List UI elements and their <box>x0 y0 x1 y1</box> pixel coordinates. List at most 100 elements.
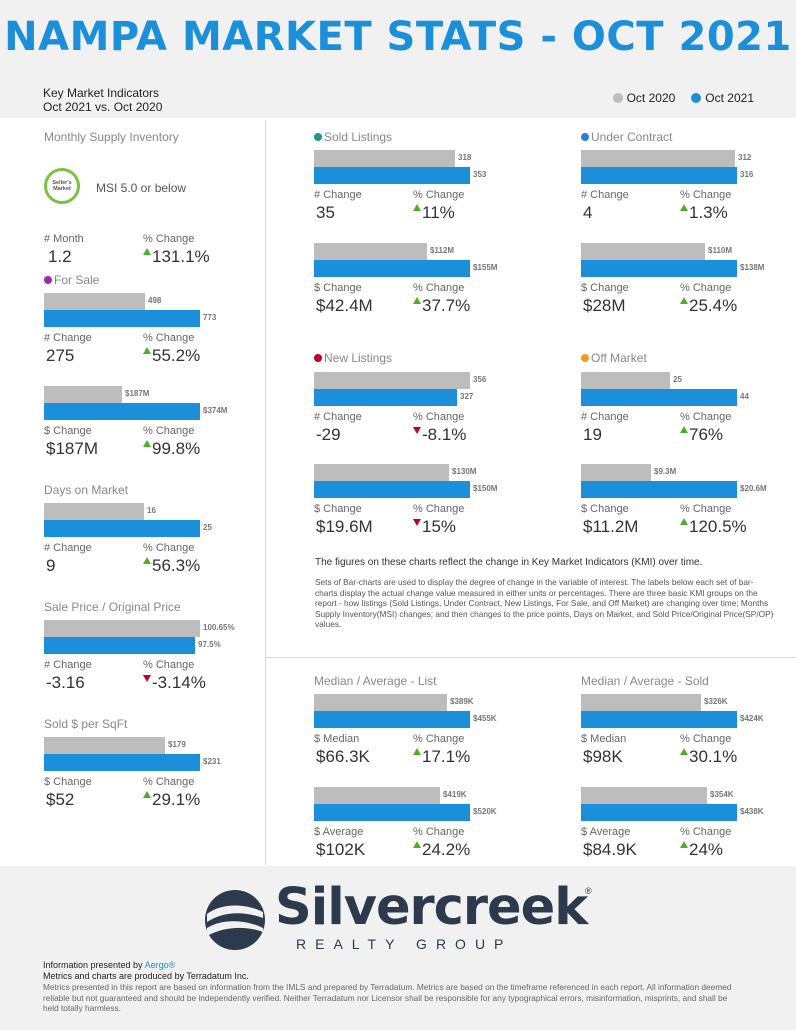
sold-title-text: Sold Listings <box>324 130 393 144</box>
change-label: $ Change <box>44 425 92 437</box>
sold-dot-icon <box>314 133 322 141</box>
arrow-up-icon <box>143 248 151 255</box>
bar-sqft-oct-2020 <box>44 737 165 754</box>
bar-label-om-vol-0: $9.3M <box>654 467 677 476</box>
logo-subtitle: REALTY GROUP <box>296 936 513 952</box>
pct-change-text: 24.2% <box>422 840 471 859</box>
pct-change-label: % Change <box>413 503 465 515</box>
bar-ms-avg-oct-2020 <box>581 787 707 804</box>
pct-change-label: % Change <box>143 425 195 437</box>
subtitle-line-2: Oct 2021 vs. Oct 2020 <box>43 100 163 114</box>
bar-label-sp-op-1: 97.5% <box>198 640 221 649</box>
pct-change-value: 11% <box>413 203 455 223</box>
pct-change-text: 17.1% <box>422 747 471 766</box>
legend-label: Oct 2021 <box>705 91 754 105</box>
change-label: $ Change <box>314 503 362 515</box>
sellers-market-badge-icon: Seller's Market <box>44 168 80 204</box>
silvercreek-swoosh-icon <box>205 890 265 950</box>
change-value: $66.3K <box>316 747 370 766</box>
pct-change-label: % Change <box>413 282 465 294</box>
bar-om-count-oct-2021 <box>581 389 737 406</box>
bar-om-vol-oct-2020 <box>581 464 651 481</box>
change-label: # Change <box>314 189 362 201</box>
change-value: 275 <box>46 346 75 365</box>
subtitle-line-1: Key Market Indicators <box>43 86 160 100</box>
pct-change-label: % Change <box>680 282 732 294</box>
bar-sp-op-oct-2021 <box>44 637 195 654</box>
pct-change-text: 30.1% <box>689 747 738 766</box>
change-value: $42.4M <box>316 296 373 315</box>
pct-change-text: 37.7% <box>422 296 471 315</box>
bar-label-fs-vol-1: $374M <box>203 406 228 415</box>
bar-dom-oct-2021 <box>44 520 200 537</box>
arrow-up-icon <box>413 297 421 304</box>
change-label: $ Change <box>314 282 362 294</box>
arrow-up-icon <box>680 426 688 433</box>
off-market-title: Off Market <box>581 351 647 365</box>
page-title: NAMPA MARKET STATS - OCT 2021 <box>4 14 792 60</box>
pct-change-text: -3.14% <box>152 673 206 692</box>
bar-sold-vol-oct-2021 <box>314 260 470 277</box>
bar-sp-op-oct-2020 <box>44 620 200 637</box>
change-value: $52 <box>46 790 75 809</box>
bar-label-nl-vol-0: $130M <box>452 467 477 476</box>
under-contract-title: Under Contract <box>581 130 672 144</box>
bar-ml-avg-oct-2021 <box>314 804 470 821</box>
pct-change-value: 1.3% <box>680 203 728 223</box>
chart-legend: Oct 2020 Oct 2021 <box>612 91 754 105</box>
change-value: -29 <box>316 425 341 444</box>
msi-title: Monthly Supply Inventory <box>44 130 179 144</box>
msi-note: MSI 5.0 or below <box>96 181 187 195</box>
legend-label: Oct 2020 <box>626 91 676 105</box>
bar-label-om-count-1: 44 <box>740 392 749 401</box>
bar-sold-count-oct-2021 <box>314 167 470 184</box>
pct-change-text: 15% <box>422 517 457 536</box>
pct-change-text: 25.4% <box>689 296 738 315</box>
pct-change-label: % Change <box>680 503 732 515</box>
pct-change-text: 24% <box>689 840 724 859</box>
arrow-down-icon <box>413 427 421 434</box>
pct-change-value: -3.14% <box>143 673 206 693</box>
arrow-up-icon <box>143 557 151 564</box>
produced-by: Metrics and charts are produced by Terra… <box>43 971 249 981</box>
pct-change-value: 24.2% <box>413 840 470 860</box>
pct-change-value: 25.4% <box>680 296 737 316</box>
change-value: -3.16 <box>46 673 85 692</box>
new-listings-dot-icon <box>314 354 322 362</box>
for-sale-title: For Sale <box>44 273 99 287</box>
new-listings-title-text: New Listings <box>324 351 393 365</box>
change-label: $ Change <box>581 503 629 515</box>
change-label: # Change <box>581 411 629 423</box>
bar-label-fs-vol-0: $187M <box>125 389 150 398</box>
median-sold-title: Median / Average - Sold <box>581 674 709 688</box>
bar-label-ml-avg-1: $520K <box>473 807 497 816</box>
bar-label-om-count-0: 25 <box>673 375 682 384</box>
sold-title: Sold Listings <box>314 130 392 144</box>
msi-pct-label: % Change <box>143 233 195 245</box>
bar-label-dom-0: 16 <box>147 506 156 515</box>
pct-change-value: 30.1% <box>680 747 737 767</box>
badge-line-2: Market <box>53 186 71 192</box>
notes-heading: The figures on these charts reflect the … <box>315 557 703 568</box>
column-divider <box>265 120 266 865</box>
msi-pct-value: 131.1% <box>143 247 210 267</box>
arrow-up-icon <box>143 347 151 354</box>
logo-wordmark: Silvercreek <box>275 878 588 937</box>
pct-change-value: 76% <box>680 425 723 445</box>
bar-label-sp-op-0: 100.65% <box>203 623 235 632</box>
change-label: $ Median <box>314 733 360 745</box>
bar-om-vol-oct-2021 <box>581 481 737 498</box>
bar-fs-vol-oct-2020 <box>44 386 122 403</box>
pct-change-text: 99.8% <box>152 439 201 458</box>
aergo-link[interactable]: Aergo® <box>144 960 176 970</box>
arrow-up-icon <box>413 841 421 848</box>
change-label: # Change <box>581 189 629 201</box>
days-title: Days on Market <box>44 483 129 497</box>
bar-label-ms-median-0: $326K <box>704 697 728 706</box>
bar-ml-median-oct-2020 <box>314 694 447 711</box>
change-value: $187M <box>46 439 98 458</box>
bar-label-fs-count-0: 498 <box>148 296 162 305</box>
pct-change-value: 17.1% <box>413 747 470 767</box>
bar-label-uc-vol-1: $138M <box>740 263 765 272</box>
pct-change-label: % Change <box>680 411 732 423</box>
